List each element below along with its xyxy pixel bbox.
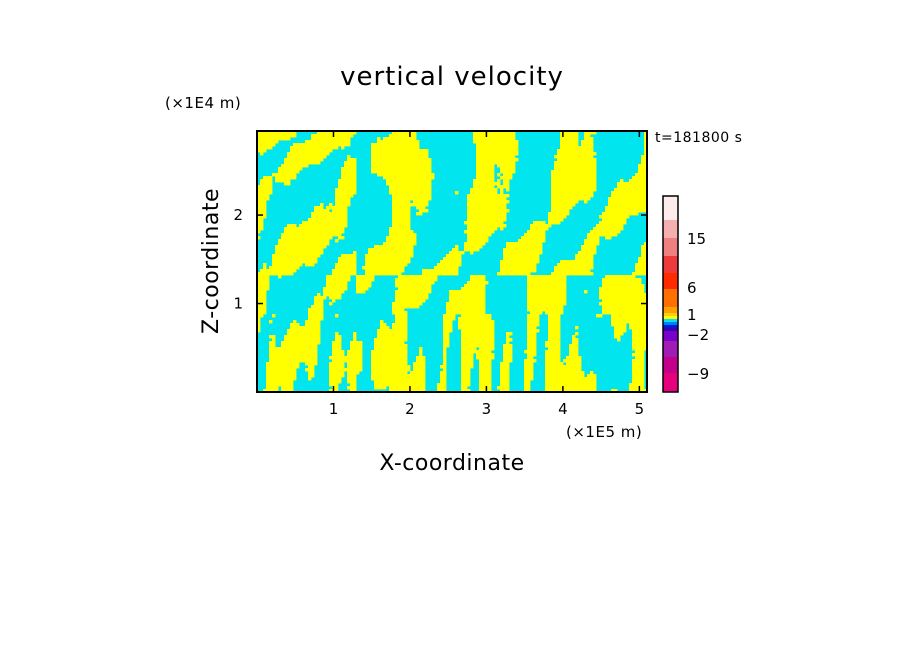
- colorbar-swatch: [663, 322, 678, 325]
- y-axis-label: Z-coordinate: [199, 188, 224, 334]
- colorbar-label: 1: [687, 306, 697, 324]
- colorbar-label: 15: [687, 230, 706, 248]
- colorbar-swatch: [663, 331, 678, 341]
- y-tick-label: 2: [233, 206, 243, 224]
- colorbar-swatch: [663, 220, 678, 238]
- colorbar-swatch: [663, 313, 678, 316]
- colorbar-swatch: [663, 373, 678, 392]
- x-tick-label: 1: [329, 400, 339, 418]
- colorbar: 15 6 1 −2 −9: [662, 195, 709, 393]
- colorbar-label: −2: [687, 326, 709, 344]
- x-tick-label: 2: [405, 400, 415, 418]
- chart-title: vertical velocity: [340, 62, 564, 92]
- colorbar-label: −9: [687, 365, 709, 383]
- colorbar-swatch: [663, 256, 678, 273]
- y-tick-label: 1: [233, 295, 243, 313]
- plot-frame: [256, 130, 648, 393]
- colorbar-frame: [662, 195, 679, 393]
- plot-area: [256, 130, 648, 393]
- x-tick-label: 5: [635, 400, 645, 418]
- colorbar-swatch: [663, 196, 678, 220]
- y-axis-ticks: 12: [233, 206, 647, 313]
- colorbar-label: 6: [687, 279, 697, 297]
- y-scale-label: (×1E4 m): [165, 94, 241, 112]
- colorbar-swatch: [663, 273, 678, 289]
- colorbar-swatch: [663, 319, 678, 322]
- colorbar-swatch: [663, 325, 678, 328]
- x-tick-label: 4: [558, 400, 568, 418]
- colorbar-swatch: [663, 307, 678, 313]
- colorbar-swatch: [663, 238, 678, 256]
- colorbar-swatch: [663, 289, 678, 307]
- field-contours: [257, 131, 647, 392]
- colorbar-swatch: [663, 328, 678, 331]
- x-scale-label: (×1E5 m): [566, 423, 642, 441]
- x-axis-ticks: 1 2 3 4 5: [329, 131, 644, 418]
- x-axis-label: X-coordinate: [379, 451, 524, 476]
- colorbar-swatch: [663, 316, 678, 319]
- time-label: t=181800 s: [655, 130, 742, 146]
- x-tick-label: 3: [482, 400, 492, 418]
- colorbar-swatch: [663, 341, 678, 357]
- colorbar-swatch: [663, 357, 678, 373]
